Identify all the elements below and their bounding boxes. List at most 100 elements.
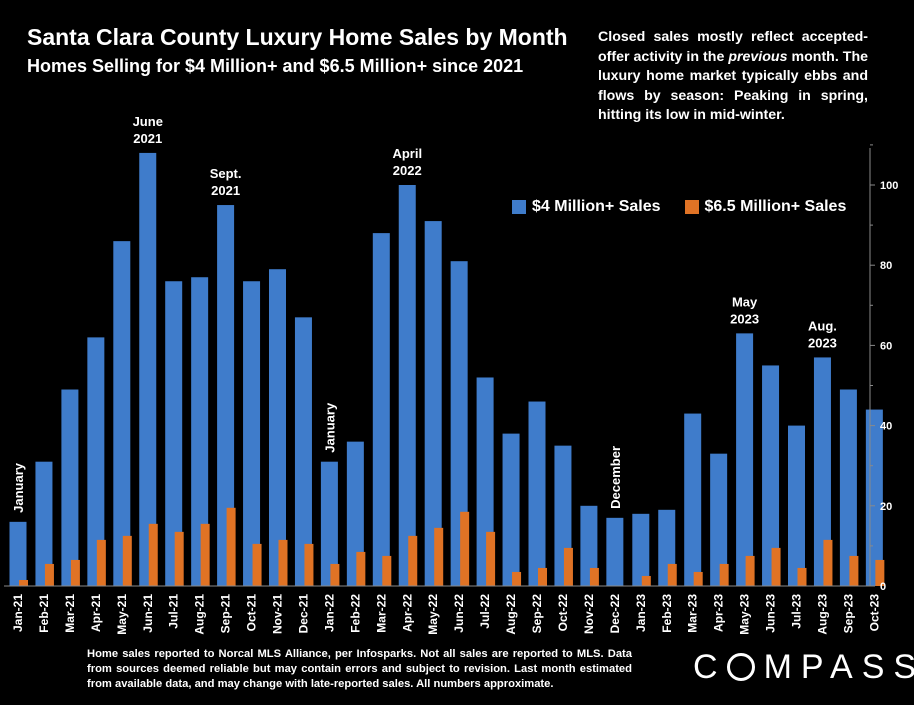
bar-6-5m-Aug-22 <box>512 571 522 586</box>
bar-4m-Mar-23 <box>684 413 702 586</box>
bar-6-5m-Jul-21 <box>174 531 184 586</box>
x-tick-label-Sep-21: Sep-21 <box>219 594 233 634</box>
x-tick-label-Aug-21: Aug-21 <box>193 594 207 635</box>
logo-o-ring-icon <box>726 653 755 681</box>
bar-4m-Apr-22 <box>398 185 416 586</box>
bar-6-5m-Sep-21 <box>226 507 236 586</box>
bar-6-5m-Oct-21 <box>252 543 262 586</box>
x-tick-label-Oct-21: Oct-21 <box>245 594 259 632</box>
bar-4m-Sep-23 <box>839 389 857 586</box>
bar-4m-Oct-23 <box>865 409 883 586</box>
legend-label-4m: $4 Million+ Sales <box>532 198 661 215</box>
annotation-aug-2023-line-0: Aug. <box>808 318 837 333</box>
bar-6-5m-Jun-23 <box>771 547 781 586</box>
note-emphasis: previous <box>728 48 788 65</box>
legend-label-6-5m: $6.5 Million+ Sales <box>704 198 847 215</box>
bar-4m-Aug-23 <box>813 357 831 586</box>
x-tick-label-Apr-23: Apr-23 <box>712 594 726 632</box>
bar-4m-Oct-21 <box>243 281 261 586</box>
bar-6-5m-Nov-22 <box>589 567 599 586</box>
bar-6-5m-May-22 <box>434 527 444 586</box>
bar-6-5m-Sep-22 <box>538 567 547 586</box>
x-tick-label-Jun-23: Jun-23 <box>764 594 778 633</box>
bar-4m-Dec-22 <box>606 517 624 586</box>
bar-4m-Aug-22 <box>502 433 520 586</box>
bar-6-5m-Nov-21 <box>278 539 288 586</box>
bar-6-5m-Apr-22 <box>408 535 418 586</box>
bar-4m-Jun-23 <box>762 365 780 586</box>
bar-6-5m-Aug-21 <box>200 523 210 586</box>
x-tick-label-May-23: May-23 <box>738 594 752 635</box>
bar-6-5m-Mar-22 <box>382 555 392 586</box>
bar-6-5m-Jun-21 <box>148 523 158 586</box>
legend-swatch-6-5m <box>684 200 699 214</box>
bar-4m-Feb-22 <box>346 441 364 586</box>
y-tick-label-80: 80 <box>880 260 892 272</box>
bar-4m-Mar-21 <box>61 389 79 586</box>
bar-6-5m-Sep-23 <box>849 555 859 586</box>
annotation-may-2023-line-0: May <box>732 294 758 309</box>
x-tick-label-Oct-23: Oct-23 <box>867 594 881 632</box>
chart-subtitle: Homes Selling for $4 Million+ and $6.5 M… <box>27 56 524 76</box>
x-tick-label-Jun-21: Jun-21 <box>141 594 155 633</box>
y-tick-label-0: 0 <box>880 581 886 593</box>
bar-4m-Aug-21 <box>191 277 209 586</box>
bar-4m-May-23 <box>736 333 754 586</box>
bar-6-5m-Aug-23 <box>823 539 833 586</box>
bar-6-5m-Feb-23 <box>667 563 677 586</box>
annotation-june-2021-line-0: June <box>133 114 163 129</box>
x-tick-label-Dec-21: Dec-21 <box>296 594 310 634</box>
annotation-april-2022-line-1: 2022 <box>393 163 422 178</box>
bar-4m-Nov-21 <box>269 269 286 586</box>
annotation-sept-2021-line-0: Sept. <box>210 166 242 181</box>
legend-item-4m: $4 Million+ Sales <box>512 198 661 216</box>
bar-6-5m-Jul-23 <box>797 567 807 586</box>
x-tick-label-Jul-23: Jul-23 <box>790 594 804 629</box>
y-tick-label-60: 60 <box>880 340 892 352</box>
x-tick-label-Jun-22: Jun-22 <box>452 594 466 633</box>
x-tick-label-Feb-21: Feb-21 <box>37 594 51 633</box>
x-tick-label-Nov-22: Nov-22 <box>582 594 596 634</box>
x-tick-label-May-22: May-22 <box>426 594 440 635</box>
x-tick-label-Jan-22: Jan-22 <box>322 594 336 632</box>
bar-6-5m-Jan-23 <box>641 575 651 586</box>
bar-4m-Jul-23 <box>788 425 805 586</box>
x-tick-label-Nov-21: Nov-21 <box>271 594 285 634</box>
x-tick-label-May-21: May-21 <box>115 594 129 635</box>
market-note: Closed sales mostly reflect accepted-off… <box>598 28 868 126</box>
annotation-aug-2023-line-1: 2023 <box>808 335 837 350</box>
x-tick-label-Feb-22: Feb-22 <box>348 594 362 633</box>
bar-4m-May-22 <box>424 221 442 586</box>
x-tick-label-Oct-22: Oct-22 <box>556 594 570 632</box>
annotation-june-2021-line-1: 2021 <box>133 131 162 146</box>
x-tick-label-Aug-22: Aug-22 <box>504 594 518 635</box>
bar-6-5m-Dec-21 <box>304 543 314 586</box>
x-tick-label-Mar-21: Mar-21 <box>63 594 77 633</box>
bar-6-5m-Apr-21 <box>96 539 106 586</box>
note-part-2: month. The luxury home market typically … <box>598 48 869 124</box>
bar-6-5m-Jun-22 <box>460 511 470 586</box>
bar-4m-Apr-23 <box>710 453 728 586</box>
x-tick-label-Jul-22: Jul-22 <box>478 594 492 629</box>
annotation-sept-2021-line-1: 2021 <box>211 183 240 198</box>
bar-6-5m-May-21 <box>122 535 132 586</box>
bar-6-5m-Jul-22 <box>486 531 496 586</box>
x-tick-label-Sep-23: Sep-23 <box>841 594 855 634</box>
bar-4m-Jul-21 <box>165 281 183 586</box>
bar-6-5m-Jan-22 <box>330 563 340 586</box>
bar-6-5m-Apr-23 <box>719 563 729 586</box>
annotation-january-12: January <box>322 402 337 453</box>
y-tick-label-40: 40 <box>880 421 892 433</box>
legend-swatch-4m <box>512 200 526 214</box>
bar-4m-Jan-22 <box>320 461 338 586</box>
x-tick-label-Jan-23: Jan-23 <box>634 594 648 632</box>
annotation-january-0: January <box>11 462 26 513</box>
bar-4m-Jun-22 <box>450 261 468 586</box>
annotation-april-2022-line-0: April <box>392 146 422 161</box>
bar-4m-Jun-21 <box>139 152 157 587</box>
x-tick-label-Jan-21: Jan-21 <box>11 594 25 632</box>
x-tick-label-Mar-22: Mar-22 <box>374 594 388 633</box>
footer-disclaimer: Home sales reported to Norcal MLS Allian… <box>87 648 632 690</box>
x-tick-label-Mar-23: Mar-23 <box>686 594 700 633</box>
